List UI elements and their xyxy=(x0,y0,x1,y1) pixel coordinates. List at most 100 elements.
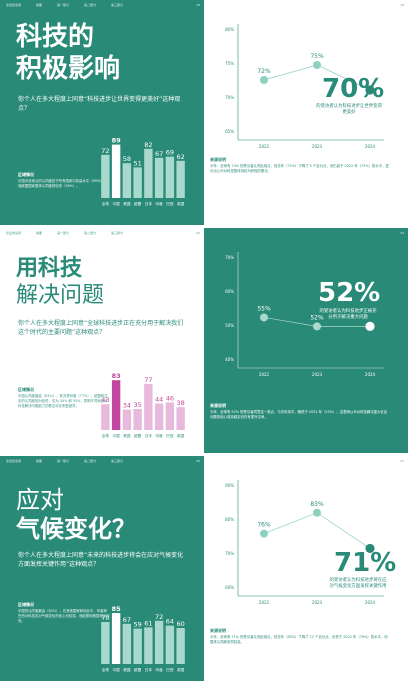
nav-item[interactable]: 亲爱的读者 xyxy=(6,3,22,7)
bar-category-label: 日本 xyxy=(145,667,153,672)
bar-value-label: 67 xyxy=(123,616,131,624)
page-number: 26 xyxy=(196,459,200,463)
big-number-caption: 的受访者认为科技进步将在应对气候变化方面发挥关键作用 xyxy=(329,578,387,589)
source-title: 来源说明 xyxy=(210,628,226,633)
bar-value-label: 64 xyxy=(166,618,174,626)
bar xyxy=(133,167,142,198)
bar xyxy=(176,407,185,430)
bar-category-label: 中国 xyxy=(113,201,121,206)
note-title: 区域情况 xyxy=(18,172,34,177)
bar-chart: 70 全球 85 中国 67 美国 59 欧盟 61 日本 72 印度 64 巴西 60 英国 xyxy=(101,605,185,672)
bar xyxy=(144,383,153,430)
bar-category-label: 中国 xyxy=(113,667,121,672)
y-tick-label: 70% xyxy=(225,255,234,260)
page-number: 23 xyxy=(400,231,404,235)
data-point xyxy=(313,322,321,331)
bar xyxy=(101,154,110,198)
bar xyxy=(165,156,175,198)
nav-item[interactable]: 第一部分 xyxy=(56,459,69,463)
y-tick-label: 90% xyxy=(225,483,234,488)
nav-item[interactable]: 第二部分 xyxy=(83,231,96,235)
nav-item[interactable]: 亲爱的读者 xyxy=(6,231,22,235)
data-point xyxy=(365,321,375,331)
bar-value-label: 38 xyxy=(176,399,184,407)
bar-category-label: 日本 xyxy=(145,433,153,438)
bar xyxy=(154,403,164,430)
data-label: 83% xyxy=(310,501,324,508)
bar-value-label: 67 xyxy=(155,150,163,158)
bar-value-label: 58 xyxy=(123,155,131,163)
source-text: 今年，全球有 52% 的受访者同意这一观点，与去年持平，略低于 2022 年（5… xyxy=(210,410,388,419)
y-tick-label: 70% xyxy=(225,551,234,556)
big-number: 70% xyxy=(322,74,385,104)
nav-item[interactable]: 亲爱的读者 xyxy=(6,459,22,463)
big-number-caption: 的受访者认为科技进步让世界变得更美好 xyxy=(316,104,382,115)
bar-category-label: 中国 xyxy=(113,433,121,438)
big-number: 71% xyxy=(334,548,397,578)
line-chart: 80% 75% 70% 65% 72% 2022 75% 2023 2024 xyxy=(225,24,384,149)
nav-item[interactable]: 第二部分 xyxy=(83,3,96,7)
bar-value-label: 61 xyxy=(144,619,152,627)
bar-category-label: 英国 xyxy=(177,667,185,672)
y-tick-label: 65% xyxy=(225,129,234,134)
nav-item[interactable]: 第三部分 xyxy=(110,459,123,463)
nav-item[interactable]: 第一部分 xyxy=(56,3,69,7)
x-tick-label: 2024 xyxy=(365,144,376,149)
bar xyxy=(111,380,121,430)
data-point xyxy=(365,543,375,554)
bar xyxy=(133,628,142,664)
data-label: 55% xyxy=(257,305,271,312)
right-panel: 27 90% 80% 70% 60% 76% 2022 83% 2023 2024 71% 的受… xyxy=(204,456,408,681)
top-nav: 亲爱的读者 摘要 第一部分 第二部分 第三部分 xyxy=(6,231,137,235)
bar-value-label: 51 xyxy=(133,159,141,167)
right-panel: 23 70% 60% 50% 40% 55% 2022 52% 2023 2024 52% 的受… xyxy=(204,228,408,453)
bar xyxy=(122,623,132,664)
x-tick-label: 2022 xyxy=(259,144,270,149)
bar xyxy=(144,148,153,198)
section-title: 用科技 解决问题 xyxy=(16,256,104,310)
title-line: 用科技 xyxy=(16,256,83,281)
bar-value-label: 82 xyxy=(144,141,152,149)
bar-value-label: 70 xyxy=(101,614,109,622)
bar xyxy=(154,157,164,198)
bar-value-label: 46 xyxy=(166,394,174,402)
data-label: 72% xyxy=(257,68,271,75)
bar-category-label: 美国 xyxy=(123,667,131,672)
bar-category-label: 全球 xyxy=(102,667,110,672)
y-tick-label: 50% xyxy=(225,323,234,328)
nav-item[interactable]: 第三部分 xyxy=(110,231,123,235)
bar-category-label: 全球 xyxy=(102,201,110,206)
survey-question: 你个人在多大程度上同意“科技进步让世界变得更美好”这种观点？ xyxy=(18,96,181,112)
section-climate-change: 亲爱的读者 摘要 第一部分 第二部分 第三部分 26 应对 气候变化？ 你个人在… xyxy=(0,456,408,681)
data-point xyxy=(260,529,268,538)
data-point xyxy=(260,76,268,84)
nav-item[interactable]: 摘要 xyxy=(35,459,42,463)
bar-value-label: 72 xyxy=(101,147,109,155)
page-number: 22 xyxy=(196,231,200,235)
bar-category-label: 印度 xyxy=(156,433,164,438)
x-tick-label: 2024 xyxy=(365,600,376,605)
nav-item[interactable]: 第一部分 xyxy=(56,231,69,235)
nav-item[interactable]: 第三部分 xyxy=(110,3,123,7)
bar-category-label: 欧盟 xyxy=(134,201,142,206)
x-tick-label: 2024 xyxy=(365,372,376,377)
y-tick-label: 40% xyxy=(225,357,234,362)
bar-value-label: 60 xyxy=(176,620,184,628)
bar-category-label: 英国 xyxy=(177,433,185,438)
bar-category-label: 日本 xyxy=(145,201,153,206)
title-line: 气候变化？ xyxy=(16,515,136,544)
x-tick-label: 2023 xyxy=(312,372,323,377)
note-title: 区域情况 xyxy=(18,387,34,392)
nav-item[interactable]: 第二部分 xyxy=(83,459,96,463)
bar xyxy=(176,160,185,198)
bar xyxy=(176,628,185,664)
bar-value-label: 77 xyxy=(144,376,152,384)
bar-category-label: 巴西 xyxy=(166,201,174,206)
bar xyxy=(133,409,142,430)
bar-category-label: 英国 xyxy=(177,201,185,206)
bar-chart: 43 全球 83 中国 34 美国 35 欧盟 77 日本 44 印度 46 巴西 38 英国 xyxy=(101,372,185,438)
left-panel: 亲爱的读者 摘要 第一部分 第二部分 第三部分 22 用科技 解决问题 你个人在… xyxy=(0,228,204,453)
nav-item[interactable]: 摘要 xyxy=(35,231,42,235)
survey-question: 你个人在多大程度上同意“全球科技进步正在充分用于解决我们这个时代的主要问题”这种… xyxy=(18,320,184,336)
nav-item[interactable]: 摘要 xyxy=(35,3,42,7)
